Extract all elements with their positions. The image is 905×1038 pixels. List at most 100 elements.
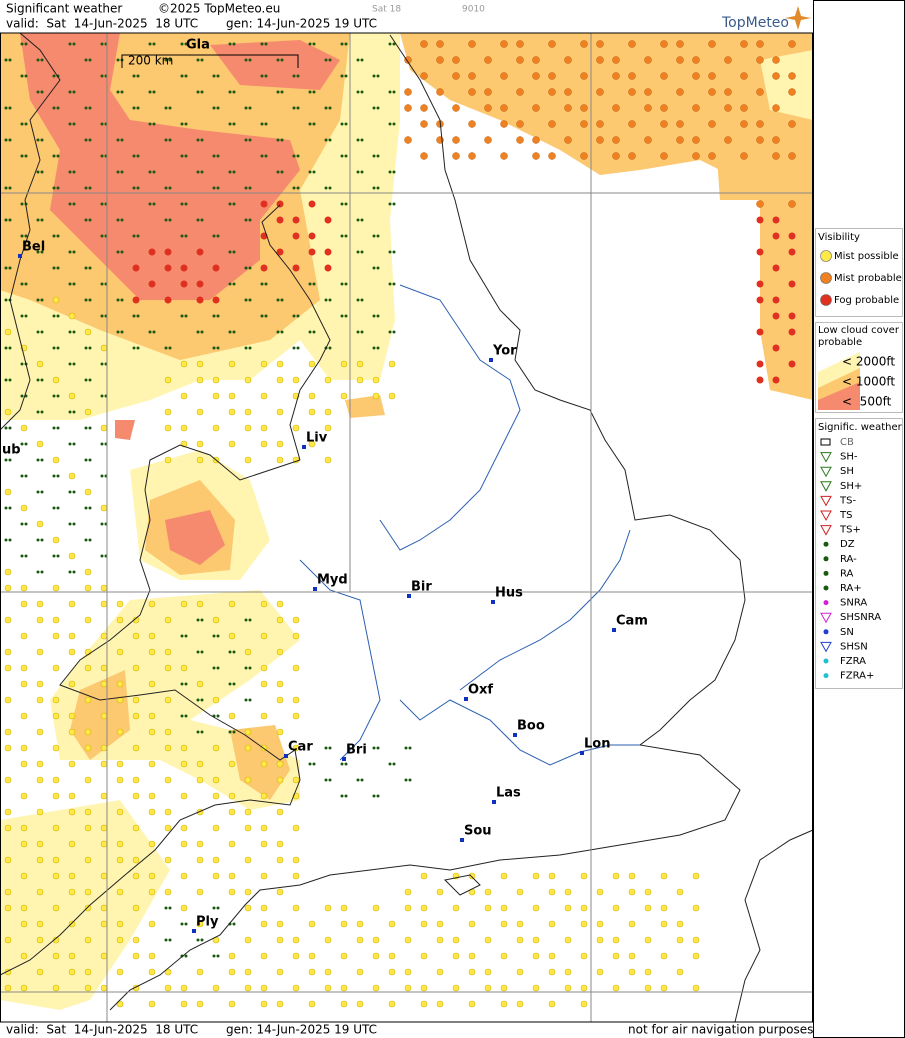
rain-symbol: [184, 202, 188, 206]
mist-probable-symbol: [404, 136, 412, 144]
mist-symbol: [68, 760, 76, 768]
mist-symbol: [68, 808, 76, 816]
mist-symbol: [68, 472, 76, 480]
rain-symbol: [392, 90, 396, 94]
mist-symbol: [276, 728, 284, 736]
rain-symbol: [120, 170, 124, 174]
rain-symbol: [84, 378, 88, 382]
rain-symbol: [36, 170, 40, 174]
mist-symbol: [612, 936, 620, 944]
rain-symbol: [8, 378, 12, 382]
mist-symbol: [212, 696, 220, 704]
mist-probable-symbol: [612, 104, 620, 112]
rain-symbol: [56, 394, 60, 398]
mist-symbol: [196, 760, 204, 768]
mist-symbol: [420, 872, 428, 880]
rain-symbol: [328, 778, 332, 782]
rain-symbol: [216, 106, 220, 110]
mist-symbol: [244, 776, 252, 784]
rain-symbol: [68, 202, 72, 206]
mist-symbol: [340, 392, 348, 400]
rain-symbol: [136, 74, 140, 78]
mist-symbol: [164, 744, 172, 752]
legend-symbol: [820, 495, 832, 507]
rain-symbol: [136, 186, 140, 190]
mist-symbol: [276, 808, 284, 816]
mist-probable-symbol: [740, 104, 748, 112]
rain-symbol: [8, 506, 12, 510]
coastline: [0, 32, 61, 431]
rain-symbol: [52, 314, 56, 318]
rain-symbol: [392, 282, 396, 286]
rain-symbol: [244, 186, 248, 190]
rain-symbol: [164, 906, 168, 910]
fog-symbol: [756, 216, 764, 224]
footer-valid: valid: Sat 14-Jun-2025 18 UTC: [6, 1023, 198, 1037]
rain-symbol: [8, 266, 12, 270]
rain-symbol: [344, 202, 348, 206]
rain-symbol: [196, 618, 200, 622]
mist-symbol: [596, 968, 604, 976]
mist-symbol: [196, 920, 204, 928]
mist-symbol: [84, 664, 92, 672]
rain-symbol: [116, 170, 120, 174]
rain-symbol: [132, 314, 136, 318]
rain-symbol: [184, 714, 188, 718]
rain-symbol: [136, 106, 140, 110]
mist-symbol: [244, 408, 252, 416]
mist-symbol: [164, 648, 172, 656]
mist-symbol: [324, 936, 332, 944]
rain-symbol: [260, 74, 264, 78]
rain-symbol: [84, 458, 88, 462]
place-marker: [513, 733, 517, 737]
rain-symbol: [404, 746, 408, 750]
mist-probable-symbol: [756, 200, 764, 208]
mist-symbol: [196, 968, 204, 976]
mist-symbol: [420, 920, 428, 928]
mist-probable-symbol: [756, 88, 764, 96]
mist-symbol: [516, 968, 524, 976]
mist-symbol: [116, 648, 124, 656]
rain-symbol: [276, 58, 280, 62]
rain-symbol: [372, 106, 376, 110]
fog-symbol: [756, 376, 764, 384]
mist-probable-symbol: [548, 152, 556, 160]
rain-symbol: [84, 266, 88, 270]
mist-probable-symbol: [660, 40, 668, 48]
rain-symbol: [132, 154, 136, 158]
mist-probable-symbol: [564, 56, 572, 64]
rain-symbol: [36, 58, 40, 62]
mist-symbol: [276, 1000, 284, 1008]
rain-symbol: [100, 154, 104, 158]
mist-probable-symbol: [756, 136, 764, 144]
rain-symbol: [24, 42, 28, 46]
mist-symbol: [292, 776, 300, 784]
rain-symbol: [184, 234, 188, 238]
mist-symbol: [100, 344, 108, 352]
mist-symbol: [116, 1000, 124, 1008]
rain-symbol: [132, 106, 136, 110]
rain-symbol: [200, 618, 204, 622]
rain-symbol: [232, 42, 236, 46]
mist-symbol: [452, 952, 460, 960]
rain-symbol: [100, 474, 104, 478]
rain-symbol: [36, 298, 40, 302]
mist-probable-symbol: [644, 136, 652, 144]
legend-label: SN: [840, 627, 854, 638]
mist-probable-symbol: [596, 56, 604, 64]
mist-symbol: [52, 376, 60, 384]
area-1000: [70, 670, 130, 760]
rain-symbol: [116, 90, 120, 94]
rain-symbol: [324, 186, 328, 190]
mist-symbol: [4, 856, 12, 864]
rain-symbol: [228, 122, 232, 126]
fog-symbol: [212, 296, 220, 304]
area-2000: [760, 50, 813, 120]
rain-symbol: [356, 90, 360, 94]
place-marker: [612, 628, 616, 632]
mist-symbol: [292, 696, 300, 704]
mist-symbol: [148, 888, 156, 896]
fog-symbol: [196, 280, 204, 288]
mist-symbol: [260, 632, 268, 640]
mist-probable-symbol: [788, 88, 796, 96]
